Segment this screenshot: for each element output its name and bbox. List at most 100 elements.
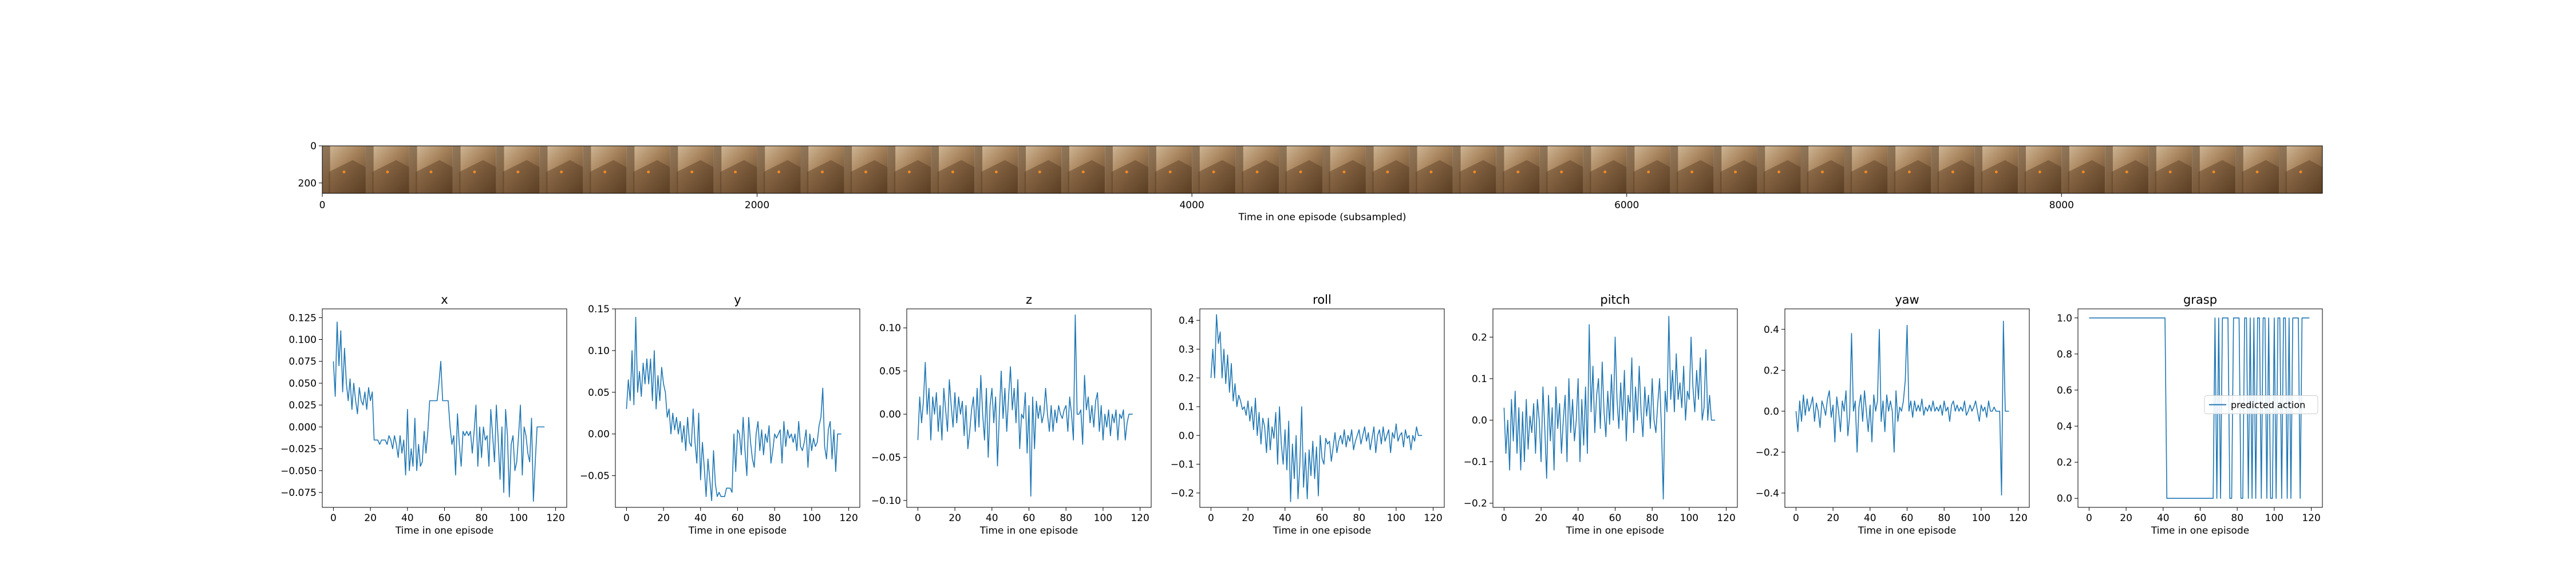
frame-table [1198,160,1236,193]
frame-table [416,160,453,193]
frame-object [2255,170,2259,174]
frame-object [560,170,563,174]
frame-table [677,160,714,193]
xtick-label: 80 [1060,513,1072,524]
ytick-label: 0.000 [289,422,317,433]
ytick-label: 0.100 [289,335,317,346]
xtick-label: 120 [2302,513,2320,524]
xtick-label: 60 [1023,513,1036,524]
frame-table [1068,160,1105,193]
frame-object [777,170,781,174]
frame-table [1633,160,1670,193]
xtick-label: 40 [694,513,707,524]
frame-shade [2105,146,2113,193]
subplot-pitch: 0 20 40 60 80 100 120 −0.2 −0.1 0.0 0.1 0.2 pitch Tim… [1464,293,1738,537]
ytick-label: 1.0 [2057,313,2072,324]
xtick-label: 100 [1680,513,1698,524]
frame-table [1372,160,1409,193]
strip-xtick-label: 2000 [745,200,769,211]
frame-shade [931,146,939,193]
frame-table [1503,160,1540,193]
frame-shade [1757,146,1765,193]
plot-title: z [1026,293,1032,307]
xtick-label: 100 [2265,513,2283,524]
frame-shade [409,146,417,193]
legend-label: predicted action [2231,400,2305,411]
frame-table [1937,160,1975,193]
frame-object [1994,170,1998,174]
xtick-label: 20 [949,513,961,524]
strip-ytick-label: 200 [298,178,317,189]
xtick-label: 40 [986,513,998,524]
frame-object [2212,170,2215,174]
frame-object [1125,170,1128,174]
xtick-label: 20 [1827,513,1839,524]
ytick-label: 0.2 [1179,373,1194,384]
frame-shade [1626,146,1635,193]
strip-xtick-label: 6000 [1614,200,1639,211]
xtick-label: 80 [2231,513,2243,524]
frame-object [2299,170,2302,174]
ytick-label: 0.0 [1472,415,1487,427]
frame-object [2038,170,2041,174]
frame-shade [1844,146,1852,193]
frame-object [1299,170,1302,174]
xtick-label: 40 [2157,513,2170,524]
frame-table [503,160,540,193]
ytick-label: 0.8 [2057,349,2072,360]
frame-object [994,170,998,174]
ytick-label: −0.025 [280,444,317,455]
frame-shade [1192,146,1200,193]
frame-table [590,160,627,193]
xtick-label: 120 [1131,513,1149,524]
frame-table [1024,160,1062,193]
frame-table [1590,160,1627,193]
frame-shade [1409,146,1417,193]
ytick-label: −0.10 [871,495,901,507]
frame-shade [887,146,896,193]
xtick-label: 100 [509,513,528,524]
frame-table [329,160,366,193]
xtick-label: 100 [803,513,821,524]
ytick-label: 0.00 [879,409,901,420]
frame-object [1864,170,1867,174]
frame-object [1038,170,1041,174]
frame-shade [757,146,765,193]
xtick-label: 120 [546,513,564,524]
series-line [1503,316,1716,500]
frame-table [1329,160,1366,193]
action-subplots: 0 20 40 60 80 100 120−0.075−0.050−0.0250.0000.… [280,293,2323,537]
frame-object [821,170,824,174]
frame-table [2155,160,2192,193]
frame-shade [1670,146,1678,193]
frame-table [763,160,801,193]
ytick-label: 0.1 [1179,402,1194,413]
frame-table [2285,160,2322,193]
strip-xtick-label: 8000 [2049,200,2074,211]
frame-object [951,170,954,174]
frame-table [372,160,409,193]
plot-title: grasp [2183,293,2217,307]
frame-object [603,170,607,174]
frame-table [807,160,844,193]
frame-table [1807,160,1844,193]
xtick-label: 80 [1646,513,1658,524]
xtick-label: 120 [2009,513,2027,524]
frame-shade [2279,146,2287,193]
frame-object [1168,170,1172,174]
frame-shade [626,146,635,193]
frame-shade [1279,146,1287,193]
frame-object [342,170,346,174]
ytick-label: 0.10 [879,323,901,334]
xtick-label: 100 [1094,513,1112,524]
xtick-label: 60 [1609,513,1622,524]
plot-frame [322,308,567,508]
frame-object [429,170,433,174]
frame-table [1546,160,1583,193]
frame-table [1981,160,2018,193]
frame-object [1690,170,1694,174]
series-line [1795,320,2009,496]
strip-xtick-label: 0 [319,200,326,211]
frame-shade [496,146,504,193]
frame-table [633,160,670,193]
